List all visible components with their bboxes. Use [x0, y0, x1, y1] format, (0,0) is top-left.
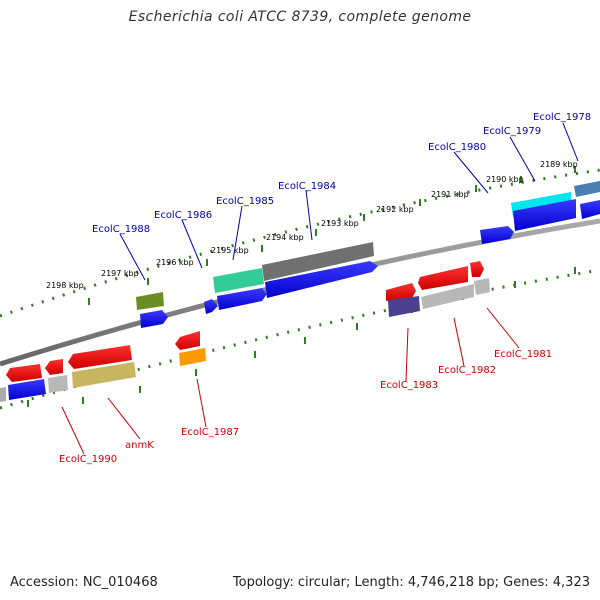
gene-feature[interactable] — [217, 288, 267, 310]
accession-text: Accession: NC_010468 — [10, 575, 158, 590]
gene-label-anmk[interactable]: anmK — [125, 440, 154, 451]
gene-feature[interactable] — [204, 299, 218, 314]
gene-feature[interactable] — [265, 261, 378, 298]
gene-feature[interactable] — [470, 261, 484, 277]
gene-feature[interactable] — [179, 348, 206, 366]
gene-feature[interactable] — [418, 266, 468, 290]
gene-feature[interactable] — [68, 345, 132, 369]
gene-feature[interactable] — [175, 331, 200, 350]
gene-feature[interactable] — [72, 362, 136, 388]
gene-label-ecolc-1988[interactable]: EcolC_1988 — [92, 224, 150, 235]
forward-callouts — [119, 122, 579, 281]
gene-feature[interactable] — [140, 310, 168, 328]
gene-feature[interactable] — [386, 283, 416, 301]
gene-feature[interactable] — [421, 284, 474, 309]
gene-label-ecolc-1978[interactable]: EcolC_1978 — [533, 112, 591, 123]
tick-label-2192: 2192 kbp — [376, 205, 414, 214]
tick-label-2193: 2193 kbp — [321, 219, 359, 228]
gene-feature[interactable] — [474, 278, 490, 295]
gene-feature[interactable] — [262, 242, 374, 281]
forward-features — [136, 181, 600, 328]
tick-label-2196: 2196 kbp — [156, 258, 194, 267]
tick-label-2197: 2197 kbp — [101, 269, 139, 278]
reverse-features — [0, 261, 490, 402]
gene-feature[interactable] — [136, 292, 164, 310]
gene-feature[interactable] — [388, 296, 420, 317]
gene-label-ecolc-1979[interactable]: EcolC_1979 — [483, 126, 541, 137]
gene-feature[interactable] — [513, 199, 576, 231]
gene-feature[interactable] — [574, 181, 600, 197]
gene-feature[interactable] — [8, 379, 46, 400]
tick-label-2198: 2198 kbp — [46, 281, 84, 290]
tick-major-marks — [27, 166, 576, 407]
gene-label-ecolc-1990[interactable]: EcolC_1990 — [59, 454, 117, 465]
gene-feature[interactable] — [48, 375, 68, 393]
tick-label-2191: 2191 kbp — [431, 190, 469, 199]
gene-label-ecolc-1987[interactable]: EcolC_1987 — [181, 427, 239, 438]
gene-feature[interactable] — [580, 200, 600, 219]
reverse-callouts — [61, 307, 520, 455]
tick-label-2195: 2195 kbp — [211, 246, 249, 255]
gene-label-ecolc-1984[interactable]: EcolC_1984 — [278, 181, 336, 192]
gene-label-ecolc-1981[interactable]: EcolC_1981 — [494, 349, 552, 360]
genome-title: Escherichia coli ATCC 8739, complete gen… — [128, 9, 472, 25]
gene-feature[interactable] — [45, 359, 63, 375]
gene-feature[interactable] — [213, 268, 264, 293]
gene-label-ecolc-1985[interactable]: EcolC_1985 — [216, 196, 274, 207]
gene-label-ecolc-1980[interactable]: EcolC_1980 — [428, 142, 486, 153]
topology-text: Topology: circular; Length: 4,746,218 bp… — [232, 575, 590, 590]
tick-track-outer — [0, 168, 600, 318]
gene-feature[interactable] — [0, 387, 6, 402]
tick-label-2194: 2194 kbp — [266, 233, 304, 242]
gene-feature[interactable] — [480, 226, 514, 244]
tick-label-2189: 2189 kbp — [540, 160, 578, 169]
genome-backbone — [0, 218, 600, 367]
gene-feature[interactable] — [6, 364, 42, 382]
gene-label-ecolc-1986[interactable]: EcolC_1986 — [154, 210, 212, 221]
tick-label-2190: 2190 kbp — [486, 175, 524, 184]
gene-label-ecolc-1982[interactable]: EcolC_1982 — [438, 365, 496, 376]
gene-label-ecolc-1983[interactable]: EcolC_1983 — [380, 380, 438, 391]
